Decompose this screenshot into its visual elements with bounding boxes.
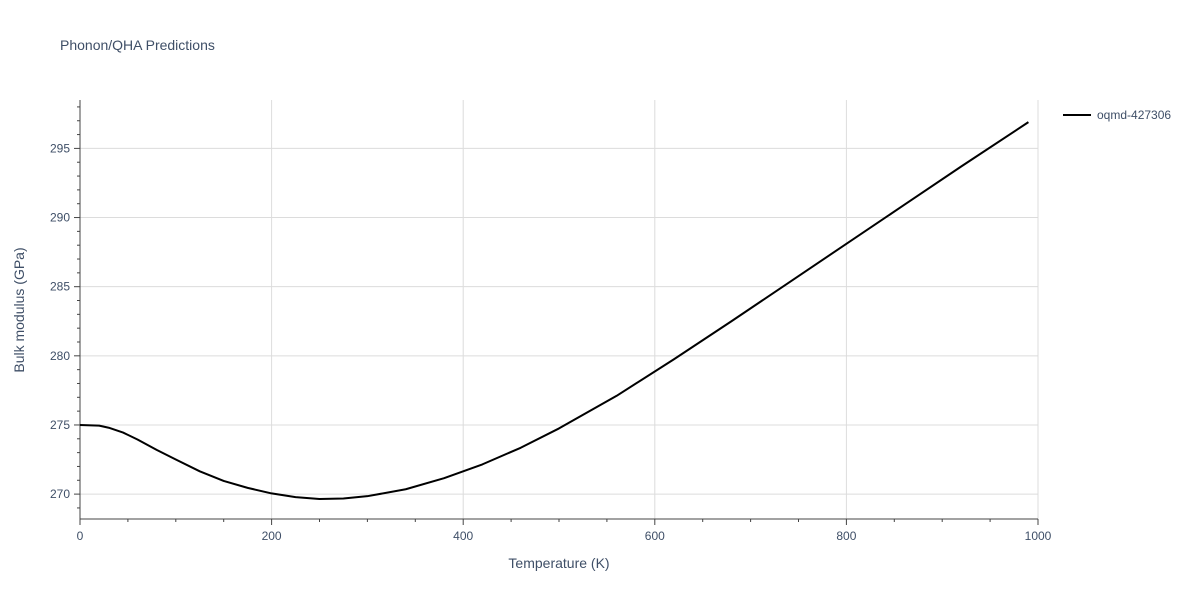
legend-label[interactable]: oqmd-427306 (1097, 108, 1171, 122)
chart-title: Phonon/QHA Predictions (60, 37, 215, 53)
y-tick-label: 280 (50, 349, 70, 363)
x-tick-label: 400 (453, 529, 473, 543)
grid-layer (80, 100, 1039, 519)
y-tick-label: 285 (50, 280, 70, 294)
series-layer (79, 121, 1029, 500)
x-tick-label: 0 (77, 529, 84, 543)
x-tick-label: 600 (645, 529, 665, 543)
axis-layer: 0 200 400 600 800 1000 270 275 280 285 290 295 (50, 100, 1052, 543)
x-tick-label: 1000 (1025, 529, 1052, 543)
y-axis-title: Bulk modulus (GPa) (11, 247, 27, 372)
y-tick-label: 295 (50, 141, 70, 155)
x-tick-label: 200 (262, 529, 282, 543)
x-tick-label: 800 (836, 529, 856, 543)
legend[interactable]: oqmd-427306 (1063, 108, 1171, 122)
y-tick-label: 290 (50, 211, 70, 225)
series-line[interactable] (79, 121, 1029, 500)
x-axis-title: Temperature (K) (508, 555, 609, 571)
y-tick-label: 270 (50, 487, 70, 501)
y-tick-label: 275 (50, 418, 70, 432)
